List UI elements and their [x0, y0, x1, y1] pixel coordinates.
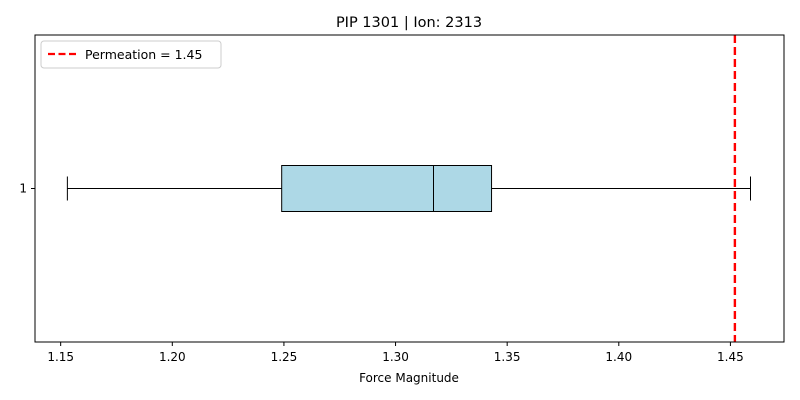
x-axis-label: Force Magnitude [359, 371, 459, 385]
x-tick-label-3: 1.30 [382, 350, 409, 364]
legend: Permeation = 1.45 [40, 40, 222, 69]
x-tick-label-0: 1.15 [47, 350, 74, 364]
legend-label: Permeation = 1.45 [85, 47, 202, 62]
plot-area [66, 35, 752, 342]
y-tick-label-0: 1 [19, 182, 27, 196]
y-axis: 1 [19, 182, 35, 196]
x-tick-label-4: 1.35 [494, 350, 521, 364]
x-tick-label-5: 1.40 [605, 350, 632, 364]
x-tick-label-2: 1.25 [271, 350, 298, 364]
x-tick-label-1: 1.20 [159, 350, 186, 364]
x-tick-label-6: 1.45 [717, 350, 744, 364]
chart-title: PIP 1301 | Ion: 2313 [336, 15, 482, 31]
legend-frame [40, 40, 222, 69]
box-0 [281, 165, 493, 212]
x-axis: 1.15 1.20 1.25 1.30 1.35 1.40 1.45 [47, 342, 744, 364]
